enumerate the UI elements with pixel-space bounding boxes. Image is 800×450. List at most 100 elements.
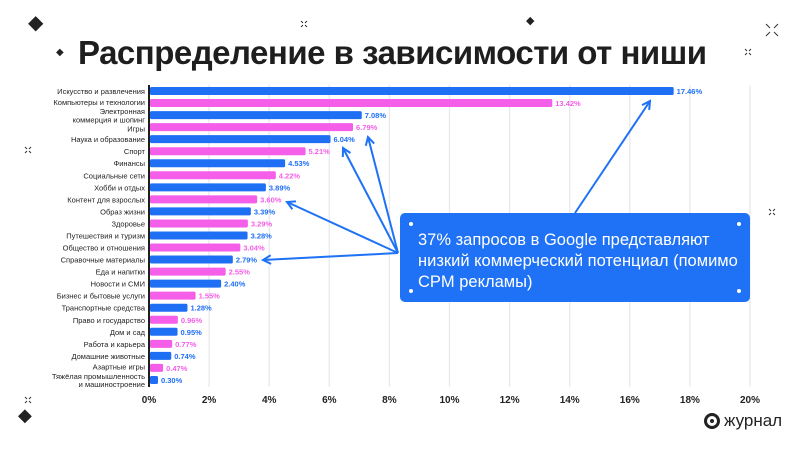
value-label: 17.46%: [677, 87, 703, 96]
chart-title: Распределение в зависимости от ниши: [78, 34, 707, 71]
value-label: 7.08%: [365, 111, 387, 120]
x-tick-label: 18%: [680, 395, 700, 406]
bar: [150, 231, 248, 240]
dot-decoration: [737, 222, 741, 226]
bar: [150, 183, 266, 192]
value-label: 4.53%: [288, 159, 310, 168]
category-label: Новости и СМИ: [91, 280, 145, 289]
category-label: Справочные материалы: [61, 256, 145, 265]
value-label: 6.04%: [334, 135, 356, 144]
category-label: Здоровье: [112, 219, 145, 228]
category-label: Тяжёлая промышленность: [52, 372, 145, 381]
bar: [150, 171, 276, 180]
x-tick-label: 12%: [500, 395, 520, 406]
category-label: Дом и сад: [110, 328, 146, 337]
category-label: Транспортные средства: [62, 304, 146, 313]
value-label: 0.96%: [181, 316, 203, 325]
bar: [150, 87, 674, 95]
bar: [150, 291, 196, 300]
bar: [150, 339, 173, 348]
category-label: Общество и отношения: [63, 244, 145, 253]
bar: [150, 219, 248, 228]
value-label: 0.95%: [181, 328, 203, 337]
category-label: Компьютеры и технологии: [53, 98, 145, 107]
diamond-decoration: ◆: [56, 47, 64, 58]
x-tick-label: 8%: [382, 395, 397, 406]
bar: [150, 243, 241, 252]
callout-text: 37% запросов в Google представляют низки…: [418, 231, 738, 291]
category-label: Спорт: [124, 147, 146, 156]
diamond-decoration: ◆: [526, 15, 535, 27]
arrow-line: [574, 100, 651, 214]
category-label: Финансы: [114, 159, 146, 168]
bar: [150, 147, 306, 156]
diamond-decoration: ◆: [18, 405, 32, 425]
logo-icon: [704, 413, 720, 429]
value-label: 3.04%: [243, 244, 265, 253]
value-label: 2.79%: [236, 256, 258, 265]
value-label: 3.39%: [254, 207, 276, 216]
logo-text: журнал: [724, 411, 783, 430]
callout-box: 37% запросов в Google представляют низки…: [400, 213, 750, 302]
dot-decoration: [409, 222, 413, 226]
category-label: Право и государство: [73, 316, 145, 325]
value-label: 3.29%: [251, 219, 273, 228]
bar: [150, 111, 362, 120]
bar: [150, 195, 258, 204]
category-label: Игры: [127, 124, 145, 133]
category-label: Азартные игры: [93, 363, 145, 372]
sparkle-decoration: [765, 23, 779, 37]
category-label: Социальные сети: [83, 171, 145, 180]
bar: [150, 207, 251, 216]
arrow-head-icon: [285, 200, 297, 210]
bar: [150, 159, 286, 168]
sparkle-decoration: [24, 396, 32, 404]
arrow-head-icon: [641, 99, 652, 111]
value-label: 2.40%: [224, 280, 246, 289]
arrow-head-icon: [364, 134, 375, 146]
bar: [150, 315, 178, 324]
category-label: Еда и напитки: [96, 268, 145, 277]
arrow-line: [262, 252, 399, 261]
sparkle-decoration: [24, 146, 32, 154]
value-label: 3.60%: [260, 195, 282, 204]
value-label: 0.30%: [161, 376, 183, 385]
value-label: 2.55%: [229, 268, 251, 277]
dot-decoration: [737, 289, 741, 293]
x-tick-label: 20%: [740, 395, 760, 406]
bar: [150, 303, 188, 312]
category-label: Наука и образование: [71, 135, 145, 144]
category-label: и машиностроение: [79, 380, 145, 389]
category-label: Хобби и отдых: [94, 183, 145, 192]
category-label: Домашние животные: [71, 352, 145, 361]
bar: [150, 279, 222, 288]
value-label: 0.74%: [174, 352, 196, 361]
value-label: 4.22%: [279, 171, 301, 180]
category-label: Искусство и развлечения: [57, 87, 145, 96]
value-label: 0.47%: [166, 364, 188, 373]
category-label: Контент для взрослых: [67, 195, 145, 204]
x-tick-label: 6%: [322, 395, 337, 406]
value-label: 5.21%: [309, 147, 331, 156]
dot-decoration: [409, 289, 413, 293]
bar: [150, 99, 553, 108]
value-label: 1.55%: [199, 292, 221, 301]
bar: [150, 123, 354, 132]
x-tick-label: 0%: [142, 395, 157, 406]
arrow-line: [367, 136, 399, 254]
arrow-head-icon: [260, 254, 272, 265]
bar: [150, 375, 159, 384]
category-label: коммерция и шопинг: [73, 115, 146, 124]
bar: [150, 327, 178, 336]
arrow-head-icon: [341, 146, 352, 158]
bar: [150, 135, 331, 144]
value-label: 13.42%: [555, 99, 581, 108]
value-label: 6.79%: [356, 123, 378, 132]
sparkle-decoration: [300, 20, 308, 28]
bar: [150, 351, 172, 360]
x-tick-label: 2%: [202, 395, 217, 406]
x-tick-label: 10%: [439, 395, 459, 406]
arrow-line: [342, 147, 399, 254]
x-tick-label: 14%: [560, 395, 580, 406]
